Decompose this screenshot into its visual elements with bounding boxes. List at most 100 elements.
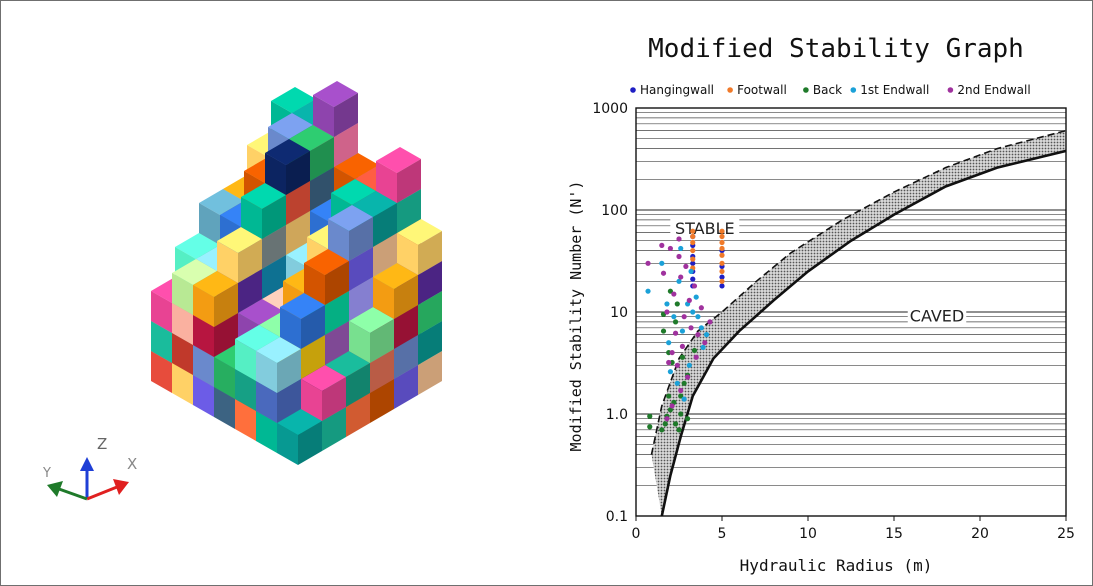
transition-zone	[651, 130, 1066, 516]
data-point	[678, 245, 684, 252]
legend-marker	[727, 87, 733, 93]
data-point	[693, 354, 699, 360]
data-point	[674, 362, 680, 368]
x-axis-label-3d: X	[127, 455, 137, 473]
series-footwall	[690, 228, 725, 284]
data-point	[679, 354, 686, 360]
data-point	[667, 288, 673, 294]
data-point	[681, 380, 687, 386]
voxel-block	[397, 219, 442, 275]
legend-marker	[947, 87, 954, 93]
data-point	[690, 239, 696, 246]
voxel-block	[277, 409, 322, 465]
series-2nd-endwall	[645, 236, 713, 422]
voxel-blocks	[151, 81, 442, 465]
legend-item: Footwall	[727, 83, 787, 97]
x-tick-label: 5	[718, 526, 727, 542]
x-tick-label: 10	[799, 526, 817, 542]
data-point	[674, 380, 680, 386]
data-point	[659, 260, 665, 266]
data-point	[647, 424, 653, 430]
data-point	[674, 301, 680, 307]
data-point	[691, 283, 698, 289]
data-point	[719, 268, 725, 275]
y-tick-label: 100	[601, 203, 628, 219]
data-point	[664, 416, 670, 422]
data-point	[691, 347, 698, 354]
data-point	[719, 245, 725, 252]
legend-label: Hangingwall	[640, 83, 714, 97]
legend-item: Back	[803, 83, 842, 97]
data-point	[686, 297, 692, 303]
y-axis-label-3d: Y	[42, 466, 51, 481]
data-point	[647, 413, 653, 419]
legend-item: Hangingwall	[630, 83, 714, 97]
legend-marker	[803, 87, 809, 93]
voxel-block	[193, 271, 238, 327]
data-point	[669, 349, 675, 356]
axis-triad: Z X Y	[42, 435, 137, 501]
annotation-stable: STABLE	[670, 218, 740, 239]
x-tick-label: 0	[632, 526, 641, 542]
data-point	[719, 260, 725, 266]
annotation-label: STABLE	[675, 219, 735, 238]
data-point	[683, 263, 689, 269]
series-hangingwall	[690, 233, 725, 289]
data-point	[700, 344, 706, 350]
data-point	[690, 276, 696, 282]
block-model-view: Z X Y	[42, 81, 442, 501]
voxel-block	[280, 293, 325, 349]
voxel-block	[256, 337, 301, 393]
data-point	[666, 340, 672, 346]
voxel-block	[373, 263, 418, 319]
voxel-block	[217, 227, 262, 283]
voxel-block	[313, 81, 358, 137]
legend-label: 1st Endwall	[860, 83, 929, 97]
data-point	[645, 288, 651, 294]
annotation-caved: CAVED	[907, 305, 967, 326]
data-point	[688, 268, 694, 275]
data-point	[678, 393, 684, 399]
data-point	[672, 330, 679, 336]
data-point	[667, 369, 673, 375]
data-point	[662, 421, 668, 427]
stability-graph: Modified Stability Graph Hangingwall Foot…	[567, 34, 1075, 575]
data-point	[698, 325, 704, 331]
chart-legend: Hangingwall Footwall Back 1st Endwall 2nd En…	[630, 83, 1031, 97]
legend-item: 1st Endwall	[850, 83, 929, 97]
data-point	[678, 274, 684, 280]
plot-frame	[635, 107, 1067, 517]
data-point	[645, 260, 651, 266]
plot-area: STABLE CAVED 0 5 10 15 20 25 0.1 1.0 10 100 1000	[592, 101, 1075, 542]
data-point	[681, 396, 687, 402]
z-axis-arrow	[80, 457, 94, 471]
legend-label: Back	[813, 83, 842, 97]
legend-marker	[850, 87, 857, 93]
data-point	[660, 270, 667, 276]
x-axis-label: Hydraulic Radius (m)	[740, 556, 933, 575]
voxel-block	[301, 365, 346, 421]
data-point	[676, 236, 682, 242]
data-point	[671, 314, 677, 320]
data-point	[719, 239, 725, 246]
legend-marker	[630, 87, 636, 93]
data-point	[719, 283, 725, 289]
data-point	[688, 325, 694, 331]
data-point	[659, 427, 665, 433]
voxel-block	[349, 307, 394, 363]
chart-title: Modified Stability Graph	[648, 34, 1024, 64]
data-point	[659, 242, 665, 248]
data-point	[678, 411, 684, 417]
lower-boundary-curve	[660, 149, 1066, 516]
x-tick-label: 25	[1057, 526, 1075, 542]
data-point	[672, 421, 679, 427]
data-point	[676, 278, 682, 284]
annotation-label: CAVED	[910, 307, 964, 326]
z-axis-label: Z	[97, 435, 107, 453]
data-point	[664, 301, 670, 307]
legend-item: 2nd Endwall	[947, 83, 1031, 97]
y-axis-label: Modified Stability Number (N')	[567, 181, 585, 452]
x-tick-label: 15	[885, 526, 903, 542]
data-point	[719, 233, 725, 240]
